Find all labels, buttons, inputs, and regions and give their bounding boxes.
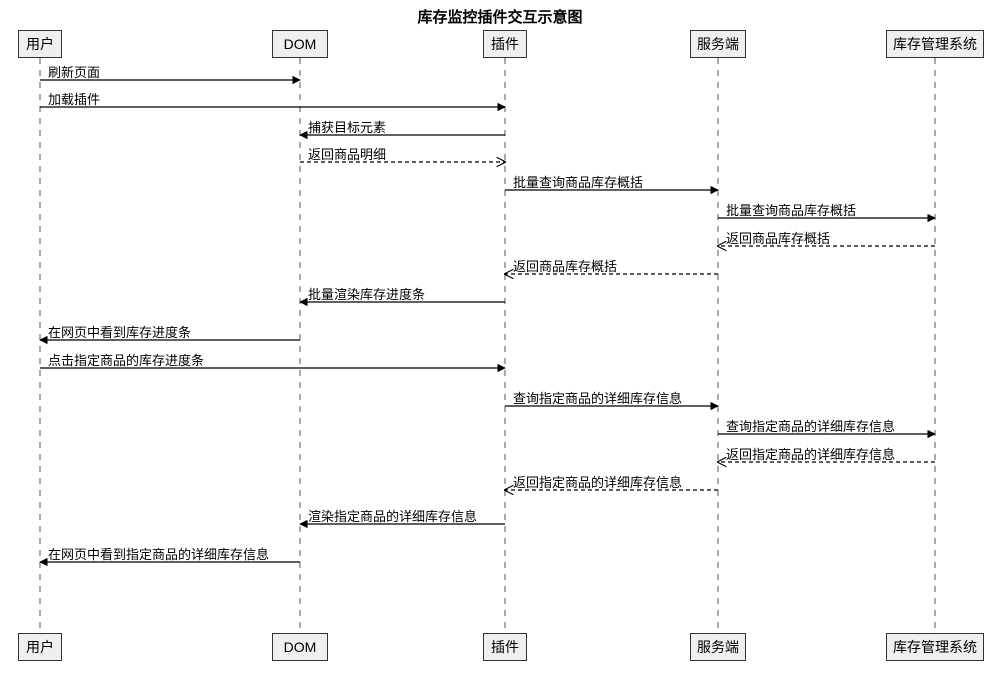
actor-label: 插件 <box>491 34 519 54</box>
actor-box-plugin: 插件 <box>483 633 527 661</box>
diagram-title: 库存监控插件交互示意图 <box>0 6 1000 27</box>
actor-label: DOM <box>284 639 317 655</box>
message-label: 返回商品库存概括 <box>726 228 830 247</box>
actor-box-server: 服务端 <box>690 633 746 661</box>
actor-box-user: 用户 <box>18 633 62 661</box>
actor-box-inv: 库存管理系统 <box>886 633 984 661</box>
message-label: 捕获目标元素 <box>308 117 386 136</box>
actor-box-dom: DOM <box>272 633 328 661</box>
actor-label: 插件 <box>491 637 519 657</box>
message-label: 批量渲染库存进度条 <box>308 284 425 303</box>
actor-box-server: 服务端 <box>690 30 746 58</box>
sequence-diagram: 库存监控插件交互示意图 用户用户DOMDOM插件插件服务端服务端库存管理系统库存… <box>0 0 1000 679</box>
actor-box-plugin: 插件 <box>483 30 527 58</box>
actor-label: DOM <box>284 36 317 52</box>
message-label: 在网页中看到指定商品的详细库存信息 <box>48 544 269 563</box>
actor-label: 用户 <box>26 637 54 657</box>
message-label: 批量查询商品库存概括 <box>513 172 643 191</box>
message-label: 查询指定商品的详细库存信息 <box>513 388 682 407</box>
message-label: 查询指定商品的详细库存信息 <box>726 416 895 435</box>
message-label: 在网页中看到库存进度条 <box>48 322 191 341</box>
message-label: 刷新页面 <box>48 62 100 81</box>
message-label: 返回商品库存概括 <box>513 256 617 275</box>
message-label: 点击指定商品的库存进度条 <box>48 350 204 369</box>
actor-label: 库存管理系统 <box>893 34 977 54</box>
message-label: 返回商品明细 <box>308 144 386 163</box>
message-label: 返回指定商品的详细库存信息 <box>513 472 682 491</box>
actor-label: 服务端 <box>697 637 739 657</box>
message-label: 批量查询商品库存概括 <box>726 200 856 219</box>
actor-box-inv: 库存管理系统 <box>886 30 984 58</box>
message-label: 返回指定商品的详细库存信息 <box>726 444 895 463</box>
actor-label: 用户 <box>26 34 54 54</box>
actor-box-user: 用户 <box>18 30 62 58</box>
actor-label: 库存管理系统 <box>893 637 977 657</box>
actor-box-dom: DOM <box>272 30 328 58</box>
actor-label: 服务端 <box>697 34 739 54</box>
message-label: 加载插件 <box>48 89 100 108</box>
message-label: 渲染指定商品的详细库存信息 <box>308 506 477 525</box>
